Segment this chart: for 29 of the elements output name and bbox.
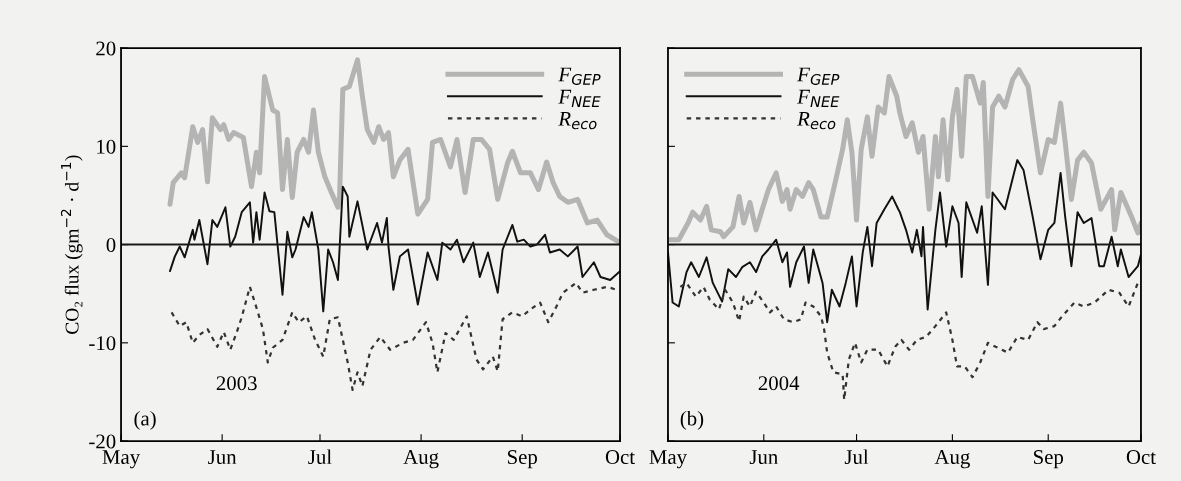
x-tick-label: Oct — [1126, 450, 1156, 465]
y-axis-title: CO₂ flux (gm$^{−2}$ · d$^{−1}$) — [60, 155, 83, 334]
legend-label: F$_{NEE}$ — [558, 89, 601, 107]
legend-label: F$_{NEE}$ — [797, 89, 840, 107]
legend-label: R$_{eco}$ — [797, 111, 836, 130]
y-tick-label: -10 — [89, 336, 116, 351]
x-tick-label: Jul — [308, 449, 332, 465]
annotation: (b) — [680, 410, 704, 430]
x-tick-label: Sep — [1033, 450, 1064, 469]
legend-label: F$_{GEP}$ — [797, 67, 840, 85]
x-tick-label: Sep — [507, 450, 537, 469]
annotation: 2004 — [758, 376, 800, 391]
x-tick-label: Aug — [934, 450, 970, 469]
x-tick-label: Jul — [844, 449, 869, 465]
x-tick-label: Jun — [208, 450, 237, 465]
annotation: (a) — [134, 410, 156, 430]
x-tick-label: May — [102, 450, 141, 469]
legend-label: R$_{eco}$ — [558, 111, 597, 130]
x-tick-label: Jun — [749, 450, 778, 465]
annotation: 2003 — [216, 376, 257, 391]
legend-label: F$_{GEP}$ — [558, 67, 601, 85]
x-tick-label: Aug — [403, 450, 439, 469]
x-tick-label: Oct — [605, 450, 635, 465]
y-tick-label: 10 — [97, 139, 116, 154]
line-series — [170, 281, 618, 392]
y-tick-label: 20 — [96, 41, 116, 56]
y-tick-label: -20 — [89, 434, 116, 449]
y-tick-label: 0 — [106, 237, 116, 253]
x-tick-label: May — [649, 450, 687, 469]
